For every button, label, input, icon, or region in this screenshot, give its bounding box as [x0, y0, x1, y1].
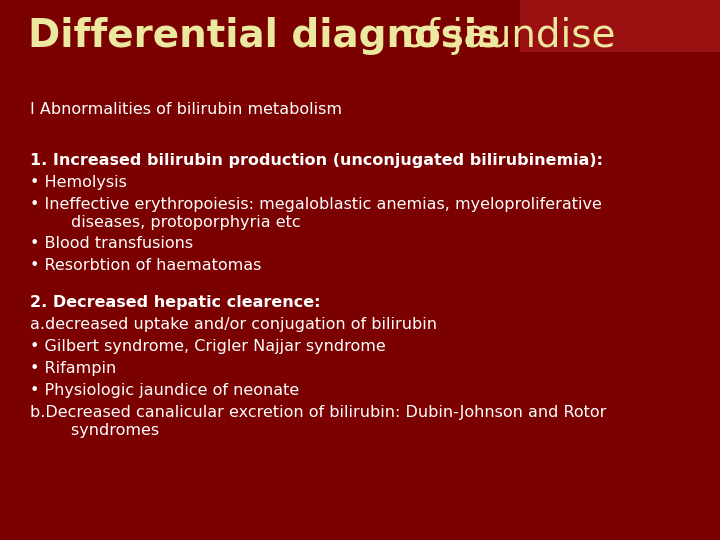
Text: Differential diagnosis: Differential diagnosis — [28, 17, 500, 55]
Text: b.Decreased canalicular excretion of bilirubin: Dubin-Johnson and Rotor: b.Decreased canalicular excretion of bil… — [30, 406, 606, 421]
Text: of jaundise: of jaundise — [390, 17, 616, 55]
Text: a.decreased uptake and/or conjugation of bilirubin: a.decreased uptake and/or conjugation of… — [30, 318, 437, 333]
Text: • Ineffective erythropoiesis: megaloblastic anemias, myeloproliferative: • Ineffective erythropoiesis: megaloblas… — [30, 197, 602, 212]
Text: I Abnormalities of bilirubin metabolism: I Abnormalities of bilirubin metabolism — [30, 103, 342, 118]
Text: syndromes: syndromes — [30, 423, 159, 438]
Text: • Hemolysis: • Hemolysis — [30, 174, 127, 190]
Text: diseases, protoporphyria etc: diseases, protoporphyria etc — [30, 214, 301, 230]
Bar — [520, 0, 720, 52]
Text: • Gilbert syndrome, Crigler Najjar syndrome: • Gilbert syndrome, Crigler Najjar syndr… — [30, 340, 386, 354]
Text: • Rifampin: • Rifampin — [30, 361, 116, 376]
Text: • Blood transfusions: • Blood transfusions — [30, 237, 193, 252]
Text: • Resorbtion of haematomas: • Resorbtion of haematomas — [30, 259, 261, 273]
Text: 1. Increased bilirubin production (unconjugated bilirubinemia):: 1. Increased bilirubin production (uncon… — [30, 152, 603, 167]
Text: • Physiologic jaundice of neonate: • Physiologic jaundice of neonate — [30, 383, 300, 399]
Text: 2. Decreased hepatic clearence:: 2. Decreased hepatic clearence: — [30, 295, 320, 310]
